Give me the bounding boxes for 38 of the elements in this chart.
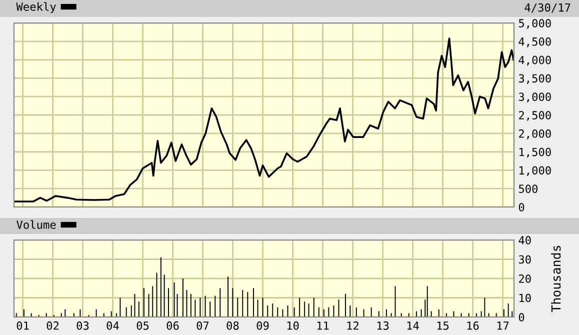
y-tick-label: 3,500 — [518, 74, 551, 84]
y-tick-label: 3,000 — [518, 92, 551, 102]
y-tick-label: 2,000 — [518, 129, 551, 140]
y-tick-label: 0 — [518, 313, 524, 322]
y-axis-title: Thousands — [551, 246, 561, 312]
x-tick-label: 01 — [16, 321, 29, 330]
y-tick-label: 1,000 — [520, 166, 551, 176]
x-tick-label: 04 — [106, 321, 119, 330]
y-tick-label: 500 — [518, 184, 538, 194]
x-tick-label: 16 — [467, 321, 479, 330]
x-tick-label: 05 — [136, 321, 149, 330]
y-tick-label: 1,500 — [520, 148, 551, 158]
x-tick-label: 10 — [287, 321, 299, 330]
x-tick-label: 15 — [437, 322, 449, 330]
text: 4/30/17 — [524, 3, 570, 13]
y-tick-label: 2,500 — [518, 111, 551, 121]
x-tick-label: 09 — [256, 321, 269, 330]
x-tick-label: 17 — [497, 322, 509, 330]
x-tick-label: 03 — [76, 321, 89, 330]
y-tick-label: 10 — [520, 294, 531, 302]
x-tick-label: 06 — [166, 321, 179, 330]
legend-label: Weekly — [16, 2, 56, 14]
y-tick-label: 0 — [518, 203, 524, 212]
legend-label: Volume — [16, 220, 56, 229]
x-tick-label: 02 — [46, 321, 59, 330]
x-tick-label: 12 — [347, 321, 358, 330]
y-tick-label: 20 — [518, 274, 531, 283]
x-tick-label: 13 — [377, 321, 389, 330]
x-tick-label: 07 — [196, 321, 209, 330]
y-tick-label: 5,000 — [518, 19, 551, 29]
line-series — [14, 38, 514, 202]
x-tick-label: 14 — [407, 322, 419, 330]
x-tick-label: 08 — [226, 321, 239, 330]
y-tick-label: 4,000 — [518, 56, 551, 66]
y-tick-label: 4,500 — [518, 37, 551, 48]
y-tick-label: 30 — [518, 255, 531, 264]
y-tick-label: 40 — [518, 236, 531, 244]
x-tick-label: 11 — [317, 322, 329, 330]
